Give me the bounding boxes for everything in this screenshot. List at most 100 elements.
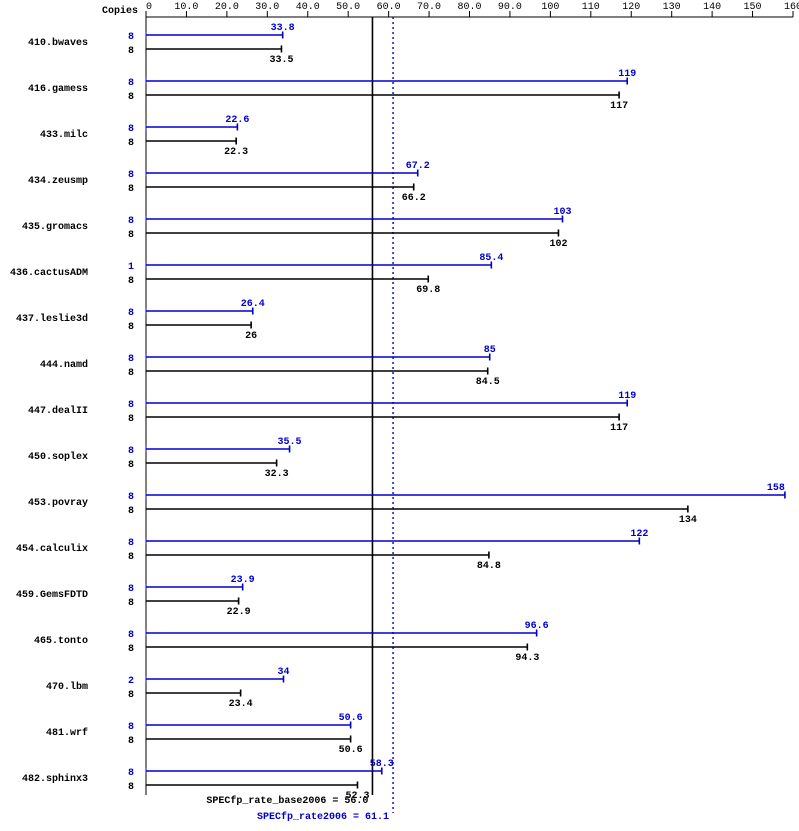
- peak-copies: 8: [128, 492, 134, 503]
- peak-copies: 8: [128, 446, 134, 457]
- peak-value: 96.6: [525, 621, 549, 632]
- benchmark-label: 416.gamess: [28, 84, 88, 95]
- benchmark-label: 410.bwaves: [28, 37, 88, 49]
- peak-copies: 8: [128, 538, 134, 549]
- benchmark-label: 437.leslie3d: [16, 313, 88, 325]
- axis-label: 20.0: [215, 2, 239, 13]
- summary-base: SPECfp_rate_base2006 = 56.0: [206, 795, 368, 807]
- base-copies: 8: [128, 644, 134, 655]
- base-copies: 8: [128, 184, 134, 195]
- axis-label: 120: [622, 2, 640, 13]
- summary-peak: SPECfp_rate2006 = 61.1: [257, 811, 389, 823]
- axis-label: 110: [582, 2, 600, 13]
- benchmark-label: 453.povray: [28, 498, 88, 509]
- peak-copies: 8: [128, 768, 134, 779]
- benchmark-label: 436.cactusADM: [10, 268, 88, 279]
- peak-copies: 8: [128, 308, 134, 319]
- peak-value: 158: [767, 483, 785, 494]
- axis-label: 160: [784, 2, 799, 13]
- axis-label: 70.0: [417, 2, 441, 13]
- base-value: 23.4: [229, 699, 253, 710]
- base-value: 33.5: [269, 55, 293, 66]
- peak-value: 26.4: [241, 299, 265, 310]
- peak-copies: 8: [128, 216, 134, 227]
- peak-copies: 8: [128, 32, 134, 43]
- benchmark-label: 470.lbm: [46, 681, 88, 693]
- base-value: 94.3: [515, 653, 539, 664]
- peak-value: 23.9: [231, 575, 255, 586]
- base-value: 117: [610, 423, 628, 434]
- peak-copies: 8: [128, 124, 134, 135]
- peak-value: 119: [618, 391, 636, 402]
- base-value: 84.5: [476, 377, 500, 388]
- peak-value: 85: [484, 345, 496, 356]
- base-value: 102: [549, 239, 567, 250]
- copies-header: Copies: [102, 5, 138, 17]
- base-copies: 8: [128, 368, 134, 379]
- axis-label: 90.0: [498, 2, 522, 13]
- base-value: 26: [245, 331, 257, 342]
- peak-copies: 2: [128, 676, 134, 687]
- base-value: 69.8: [416, 285, 440, 296]
- benchmark-label: 434.zeusmp: [28, 176, 88, 187]
- benchmark-label: 459.GemsFDTD: [16, 590, 88, 601]
- axis-label: 100: [541, 2, 559, 13]
- base-value: 22.9: [227, 607, 251, 618]
- base-value: 117: [610, 101, 628, 112]
- peak-copies: 8: [128, 400, 134, 411]
- peak-copies: 8: [128, 170, 134, 181]
- chart-bg: [0, 0, 799, 831]
- peak-value: 58.3: [370, 759, 394, 770]
- peak-copies: 8: [128, 584, 134, 595]
- benchmark-label: 450.soplex: [28, 451, 88, 463]
- benchmark-label: 433.milc: [40, 129, 88, 141]
- base-value: 50.6: [339, 745, 363, 756]
- axis-label: 0: [146, 2, 152, 13]
- base-value: 84.8: [477, 561, 501, 572]
- axis-label: 130: [663, 2, 681, 13]
- benchmark-label: 444.namd: [40, 359, 88, 371]
- peak-value: 35.5: [278, 437, 302, 448]
- base-copies: 8: [128, 552, 134, 563]
- peak-copies: 8: [128, 354, 134, 365]
- axis-label: 10.0: [174, 2, 198, 13]
- peak-value: 34: [277, 667, 289, 678]
- benchmark-chart: 0 10.0 20.0 30.0 40.0 50.0 60.0 70.0 80.0 90.0 100…: [0, 0, 799, 831]
- peak-value: 50.6: [339, 713, 363, 724]
- peak-value: 122: [630, 529, 648, 540]
- peak-value: 85.4: [479, 253, 503, 264]
- base-copies: 8: [128, 230, 134, 241]
- benchmark-label: 435.gromacs: [22, 222, 88, 233]
- base-value: 66.2: [402, 193, 426, 204]
- axis-label: 140: [703, 2, 721, 13]
- peak-value: 67.2: [406, 161, 430, 172]
- base-value: 22.3: [224, 147, 248, 158]
- base-copies: 8: [128, 782, 134, 793]
- axis-label: 40.0: [296, 2, 320, 13]
- axis-label: 60.0: [377, 2, 401, 13]
- benchmark-label: 481.wrf: [46, 727, 88, 739]
- base-copies: 8: [128, 322, 134, 333]
- benchmark-label: 454.calculix: [16, 543, 88, 555]
- axis-label: 80.0: [457, 2, 481, 13]
- base-copies: 8: [128, 414, 134, 425]
- base-value: 32.3: [265, 469, 289, 480]
- base-copies: 8: [128, 92, 134, 103]
- axis-label: 30.0: [255, 2, 279, 13]
- peak-copies: 1: [128, 262, 134, 273]
- base-copies: 8: [128, 138, 134, 149]
- benchmark-label: 482.sphinx3: [22, 773, 88, 785]
- base-copies: 8: [128, 460, 134, 471]
- base-copies: 8: [128, 276, 134, 287]
- base-copies: 8: [128, 690, 134, 701]
- base-copies: 8: [128, 46, 134, 57]
- base-copies: 8: [128, 736, 134, 747]
- benchmark-label: 465.tonto: [34, 636, 88, 647]
- axis-label: 50.0: [336, 2, 360, 13]
- base-copies: 8: [128, 506, 134, 517]
- peak-copies: 8: [128, 78, 134, 89]
- peak-copies: 8: [128, 630, 134, 641]
- base-copies: 8: [128, 598, 134, 609]
- peak-value: 33.8: [271, 23, 295, 34]
- peak-value: 22.6: [225, 115, 249, 126]
